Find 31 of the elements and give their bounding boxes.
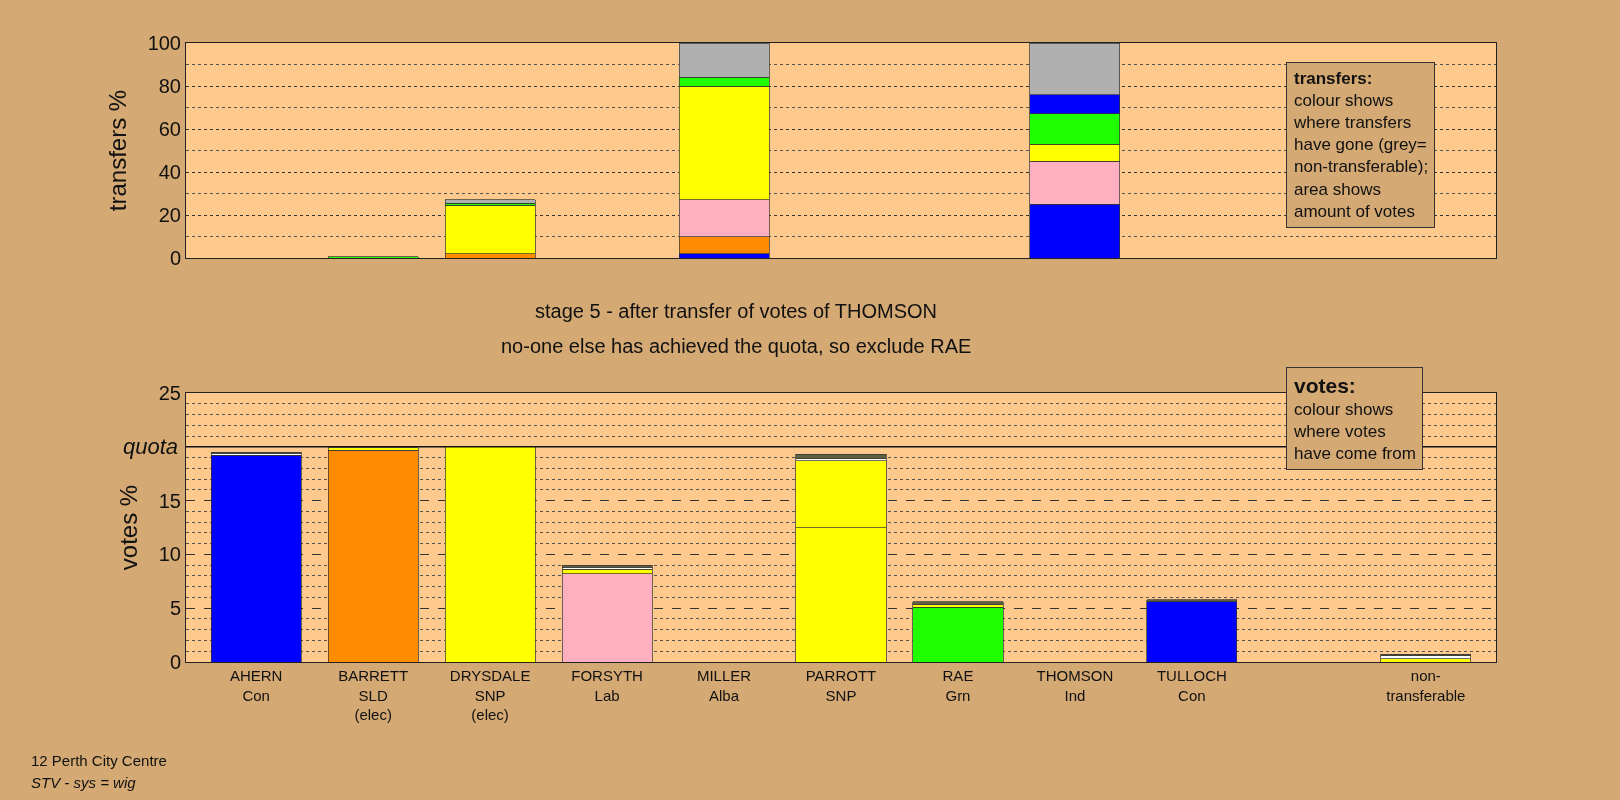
x-tick-label: non- transferable: [1386, 667, 1466, 704]
y-tick-label: 20: [158, 204, 181, 226]
y-tick-label: 0: [169, 651, 181, 673]
x-tick-label: DRYSDALE SNP (elec): [449, 667, 531, 723]
y-tick-label: 60: [158, 118, 181, 140]
y-tick-label: 40: [158, 161, 181, 183]
x-tick-label: PARROTT SNP: [805, 667, 877, 704]
y-tick-label: 25: [158, 382, 181, 404]
x-tick-label: MILLER Alba: [696, 667, 752, 704]
x-tick-label: FORSYTH Lab: [571, 667, 643, 704]
chart-title: stage 5 - after transfer of votes of THOMSON: [534, 300, 938, 322]
annotation: votes: colour shows where votes have come from: [1293, 374, 1416, 464]
chart-subtitle: no-one else has achieved the quota, so exclude RAE: [501, 335, 972, 357]
y-tick-label: 10: [158, 543, 181, 566]
y-axis-title: votes %: [114, 484, 142, 571]
y-axis-title: transfers %: [103, 89, 131, 212]
text: STV - sys = wig: [31, 774, 137, 791]
x-tick-label: AHERN Con: [229, 667, 283, 704]
y-tick-label: 80: [158, 75, 181, 97]
annotation: transfers: colour shows where transfers have gone (grey= non-transferable); area shows amount of votes: [1293, 69, 1429, 221]
x-tick-label: THOMSON Ind: [1036, 667, 1114, 704]
ref-line-label: quota: [123, 434, 179, 459]
y-tick-label: 100: [147, 32, 181, 54]
y-tick-label: 15: [158, 489, 181, 512]
y-tick-label: 0: [169, 247, 181, 269]
x-tick-label: BARRETT SLD (elec): [338, 667, 409, 723]
x-tick-label: TULLOCH Con: [1156, 667, 1227, 704]
text: 12 Perth City Centre: [31, 752, 167, 769]
x-tick-label: RAE Grn: [942, 667, 974, 704]
bar: [795, 453, 887, 459]
y-tick-label: 5: [169, 597, 181, 620]
